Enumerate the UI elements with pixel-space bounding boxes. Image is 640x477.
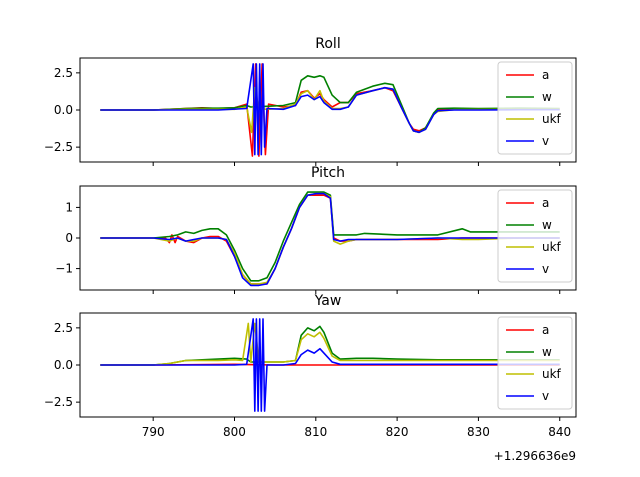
- pitch-series-v-line: [100, 192, 560, 287]
- pitch-legend-label-v: v: [542, 262, 549, 276]
- roll-legend-label-a: a: [542, 68, 549, 82]
- pitch-y-tick-label: −1: [55, 262, 73, 276]
- yaw-series-w-line: [100, 325, 560, 366]
- roll-legend: aw ukf v: [497, 61, 573, 155]
- yaw-legend: aw ukf v: [497, 316, 573, 410]
- pitch-legend-label-a: a: [542, 196, 549, 210]
- x-tick-label: 810: [304, 425, 327, 439]
- x-tick-label: 800: [223, 425, 246, 439]
- pitch-y-tick-label: 0: [65, 231, 73, 245]
- yaw-legend-label-ukf: ukf: [542, 367, 562, 381]
- x-tick-label: 820: [386, 425, 409, 439]
- pitch-series-w-line: [100, 191, 560, 282]
- pitch-title: Pitch: [311, 165, 345, 181]
- pitch-legend: aw ukf v: [497, 189, 573, 283]
- roll-legend-box: [497, 61, 573, 155]
- roll-legend-label-v: v: [542, 134, 549, 148]
- x-tick-label: 790: [142, 425, 165, 439]
- x-axis-offset-label: +1.296636e9: [494, 449, 576, 463]
- x-tick-label: 840: [548, 425, 571, 439]
- yaw-y-tick-label: −2.5: [44, 395, 73, 409]
- roll-subplot: 2.5 0.0 −2.5 aw ukf v Roll: [44, 36, 577, 166]
- roll-legend-label-ukf: ukf: [542, 112, 562, 126]
- yaw-y-tick-label: 2.5: [54, 321, 73, 335]
- roll-series-v-line: [100, 63, 560, 156]
- yaw-legend-label-v: v: [542, 389, 549, 403]
- yaw-series-ukf-line: [100, 322, 560, 366]
- x-tick-label: 830: [467, 425, 490, 439]
- roll-title: Roll: [315, 36, 340, 52]
- pitch-legend-label-w: w: [542, 218, 552, 232]
- pitch-legend-label-ukf: ukf: [542, 240, 562, 254]
- pitch-subplot: 1 0 −1 aw ukf v Pitch: [55, 165, 577, 294]
- roll-y-tick-label: 2.5: [54, 66, 73, 80]
- roll-y-tick-label: 0.0: [54, 103, 73, 117]
- yaw-title: Yaw: [314, 293, 342, 309]
- yaw-series-v-line: [100, 318, 560, 412]
- yaw-y-tick-label: 0.0: [54, 358, 73, 372]
- yaw-legend-box: [497, 316, 573, 410]
- pitch-legend-box: [497, 189, 573, 283]
- yaw-legend-label-w: w: [542, 345, 552, 359]
- yaw-legend-label-a: a: [542, 323, 549, 337]
- yaw-subplot: 2.5 0.0 −2.5 790 800 810 820 830 840 aw ukf v Yaw: [44, 293, 577, 439]
- roll-y-tick-label: −2.5: [44, 140, 73, 154]
- pitch-y-tick-label: 1: [65, 200, 73, 214]
- roll-legend-label-w: w: [542, 90, 552, 104]
